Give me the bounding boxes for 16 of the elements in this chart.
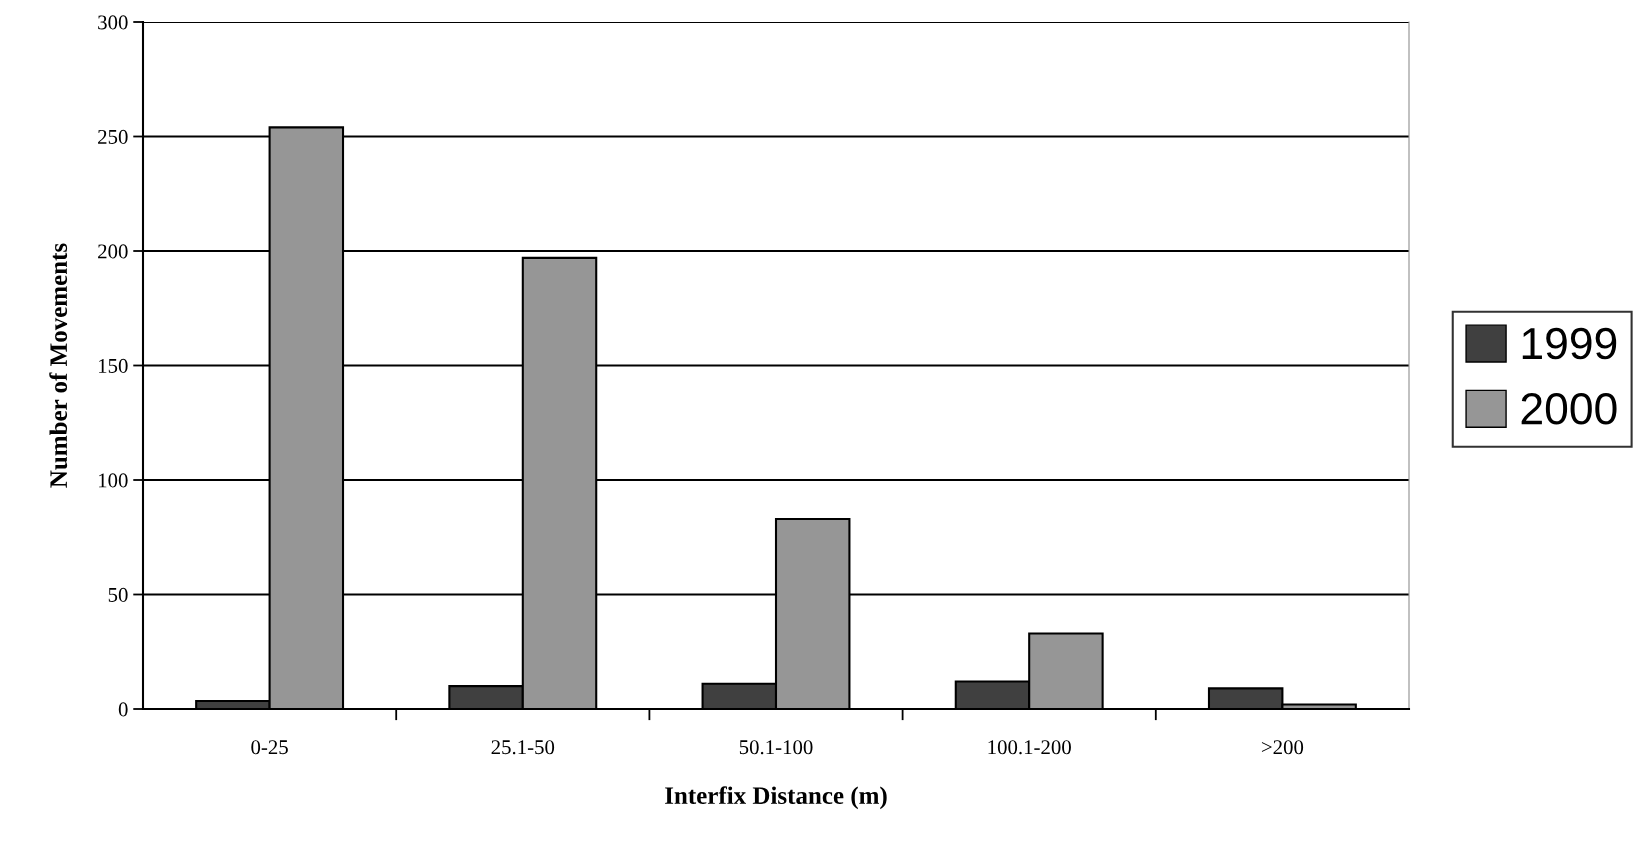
y-tick-label: 250 [98,129,128,144]
y-tick-label: 50 [108,587,128,602]
y-tick-label: 0 [118,702,128,717]
y-tick-label: 200 [98,244,128,259]
y-tick-label: 150 [99,358,128,373]
x-tick-label: 50.1-100 [739,740,813,755]
x-tick-label: >200 [1261,740,1304,755]
legend-label: 1999 [1522,327,1617,360]
y-tick-label: 300 [98,15,128,30]
x-tick-label: 0-25 [251,740,288,755]
legend-label: 2000 [1521,393,1617,425]
y-tick-label: 100 [99,473,128,488]
x-tick-label: 100.1-200 [988,740,1071,755]
x-tick-label: 25.1-50 [491,740,555,755]
y-axis-title: Number of Movements [49,243,68,488]
x-axis-title: Interfix Distance (m) [665,786,887,810]
